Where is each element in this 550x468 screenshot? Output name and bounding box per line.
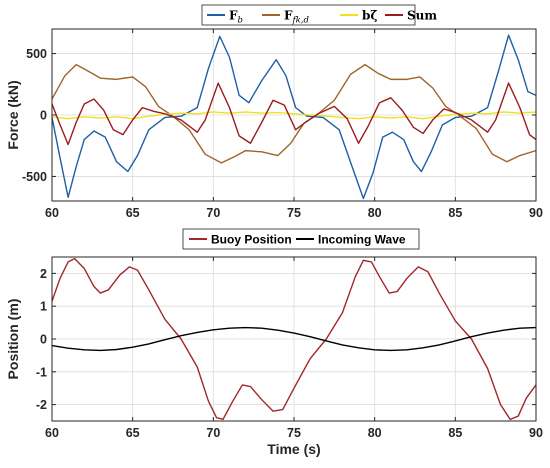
- legend-entry: Incoming Wave: [318, 233, 406, 247]
- series-line-sum: [51, 82, 537, 146]
- x-tick-label: 70: [206, 426, 220, 440]
- y-tick-label: 1: [40, 300, 47, 314]
- series-line-b-zeta-dot: [51, 111, 537, 120]
- legend-entry-subscript: b: [238, 16, 243, 26]
- x-axis-label: Time (s): [267, 441, 320, 457]
- legend-entry-main: Incoming Wave: [318, 233, 406, 247]
- series-line-buoy-position: [51, 257, 537, 421]
- legend-entry-main: F: [229, 9, 238, 23]
- y-tick-label: -2: [36, 398, 47, 412]
- y-tick-label: 500: [26, 47, 47, 61]
- y-tick-label: 0: [40, 333, 47, 347]
- legend-entry: Buoy Position: [211, 233, 292, 247]
- series-line-f-b: [51, 34, 537, 200]
- legend: Fb Ffk,d bζ̇ Sum: [201, 4, 437, 26]
- legend-entry-main: bζ̇: [362, 9, 378, 23]
- legend-entry-main: Buoy Position: [211, 233, 292, 247]
- x-tick-label: 60: [45, 206, 59, 220]
- legend-entry: Sum: [407, 9, 437, 23]
- x-tick-label: 80: [368, 426, 382, 440]
- y-tick-label: 2: [40, 267, 47, 281]
- x-tick-label: 85: [448, 206, 462, 220]
- legend-entry-subscript: fk,d: [292, 16, 310, 26]
- y-tick-label: -1: [36, 365, 47, 379]
- legend-entry: bζ̇: [362, 9, 378, 23]
- y-axis-label: Force (kN): [5, 80, 21, 149]
- y-tick-label: 0: [40, 109, 47, 123]
- legend-box: [201, 4, 416, 26]
- y-axis-label: Position (m): [5, 299, 21, 380]
- x-tick-label: 85: [448, 426, 462, 440]
- series-line-incoming-wave: [51, 326, 537, 352]
- legend-entry-main: Sum: [407, 9, 437, 23]
- position-panel: 60 65 70 75 80 85 90 -2 -1 0 1 2 Position (m) Time (s…: [5, 228, 543, 457]
- x-tick-label: 80: [368, 206, 382, 220]
- legend-entry-main: F: [284, 9, 293, 23]
- legend: Buoy Position Incoming Wave: [182, 228, 420, 250]
- x-tick-label: 60: [45, 426, 59, 440]
- legend-entry: Fb: [229, 9, 243, 26]
- x-tick-label: 70: [206, 206, 220, 220]
- x-tick-label: 90: [529, 206, 543, 220]
- series-line-f-fk-d: [51, 63, 537, 164]
- x-tick-label: 90: [529, 426, 543, 440]
- y-tick-label: -500: [22, 170, 47, 184]
- x-tick-label: 65: [126, 206, 140, 220]
- x-tick-label: 75: [287, 426, 301, 440]
- x-tick-label: 75: [287, 206, 301, 220]
- legend-entry: Ffk,d: [284, 9, 310, 26]
- x-tick-label: 65: [126, 426, 140, 440]
